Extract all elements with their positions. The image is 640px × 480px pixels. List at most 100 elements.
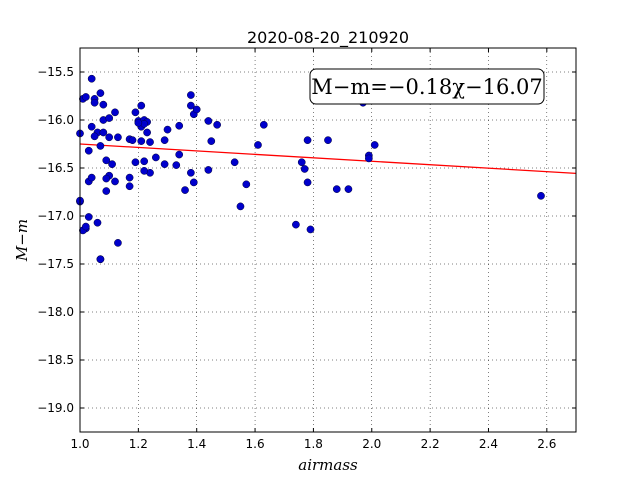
data-point — [111, 177, 119, 186]
y-tick-label: −18.5 — [37, 353, 74, 367]
data-point — [96, 142, 105, 150]
fit-equation-label: M−m=−0.18χ−16.07 — [311, 75, 542, 99]
data-point — [137, 137, 146, 145]
data-point — [114, 133, 122, 142]
y-tick-label: −16.0 — [37, 113, 74, 127]
data-point — [134, 119, 143, 127]
data-point — [242, 180, 251, 189]
data-point — [111, 108, 119, 117]
chart-title: 2020-08-20_210920 — [247, 28, 409, 48]
y-tick-label: −18.0 — [37, 305, 74, 319]
y-tick-label: −15.5 — [37, 65, 74, 79]
x-tick-label: 2.0 — [362, 437, 381, 451]
y-axis-label: M−m — [13, 219, 31, 262]
data-point — [143, 128, 151, 137]
y-tick-label: −17.0 — [37, 209, 74, 223]
data-point — [137, 101, 146, 110]
data-point — [207, 137, 216, 145]
data-point — [96, 89, 105, 97]
data-point — [306, 225, 315, 234]
data-point — [364, 154, 373, 163]
y-tick-label: −16.5 — [37, 161, 74, 175]
data-point — [87, 74, 96, 83]
data-point — [128, 136, 137, 145]
x-tick-labels: 1.0 1.2 1.4 1.6 1.8 2.0 2.2 2.4 2.6 — [70, 437, 556, 451]
data-point — [140, 167, 149, 175]
data-point — [105, 114, 114, 122]
fit-line — [79, 143, 577, 175]
data-point — [297, 158, 306, 167]
data-point — [87, 173, 96, 182]
x-tick-label: 1.2 — [129, 437, 148, 451]
x-tick-label: 1.4 — [187, 437, 206, 451]
data-point — [172, 161, 181, 169]
data-point — [303, 136, 312, 145]
fit-line-group — [79, 143, 577, 175]
data-point — [105, 133, 114, 142]
data-point — [102, 156, 111, 165]
y-tick-label: −19.0 — [37, 401, 74, 415]
x-tick-label: 2.2 — [421, 437, 440, 451]
data-point — [125, 173, 134, 182]
data-point — [93, 218, 102, 227]
data-point — [131, 158, 140, 167]
fit-annotation-box — [309, 68, 545, 105]
data-point — [146, 138, 154, 146]
data-point — [87, 122, 96, 131]
data-point — [81, 93, 90, 101]
data-point — [84, 213, 93, 221]
data-point — [236, 202, 245, 211]
data-point — [102, 187, 111, 195]
data-point — [344, 185, 353, 193]
axis-ticks — [79, 48, 576, 432]
x-tick-label: 2.4 — [479, 437, 498, 451]
fit-annotation: M−m=−0.18χ−16.07 — [309, 68, 545, 105]
data-point — [90, 98, 99, 107]
data-point — [108, 160, 116, 169]
data-point — [292, 220, 300, 229]
data-point — [160, 136, 169, 145]
data-point — [131, 108, 140, 117]
data-point — [99, 100, 108, 109]
data-point — [254, 141, 262, 149]
data-point — [160, 160, 169, 169]
x-tick-label: 1.0 — [70, 437, 89, 451]
data-point — [114, 239, 122, 247]
x-tick-label: 1.6 — [246, 437, 265, 451]
data-point — [175, 150, 184, 159]
data-points — [76, 74, 545, 264]
data-point — [99, 128, 108, 137]
data-point — [204, 117, 213, 125]
data-point — [125, 182, 134, 191]
data-point — [181, 186, 189, 194]
data-point — [90, 132, 99, 141]
data-point — [324, 136, 332, 145]
data-point — [537, 191, 545, 200]
x-tick-label: 2.6 — [537, 437, 556, 451]
data-point — [187, 91, 195, 99]
data-point — [189, 178, 198, 187]
data-point — [230, 158, 239, 167]
data-point — [102, 174, 111, 183]
x-axis-label: airmass — [298, 456, 358, 474]
plot-frame — [79, 47, 577, 433]
data-point — [96, 255, 105, 264]
y-tick-labels: −15.5 −16.0 −16.5 −17.0 −17.5 −18.0 −18.5 −19.0 — [37, 65, 74, 415]
data-point — [303, 178, 312, 187]
x-tick-label: 1.8 — [304, 437, 323, 451]
data-point — [192, 105, 201, 114]
data-point — [259, 120, 268, 129]
y-tick-label: −17.5 — [37, 257, 74, 271]
data-point — [204, 166, 213, 174]
data-point — [152, 153, 160, 162]
data-point — [187, 168, 195, 177]
data-point — [370, 141, 379, 149]
data-point — [213, 120, 221, 129]
data-point — [187, 101, 195, 110]
data-point — [300, 165, 309, 173]
data-point — [84, 146, 93, 155]
data-point — [175, 121, 184, 130]
data-point — [332, 185, 341, 193]
data-point — [163, 125, 172, 134]
